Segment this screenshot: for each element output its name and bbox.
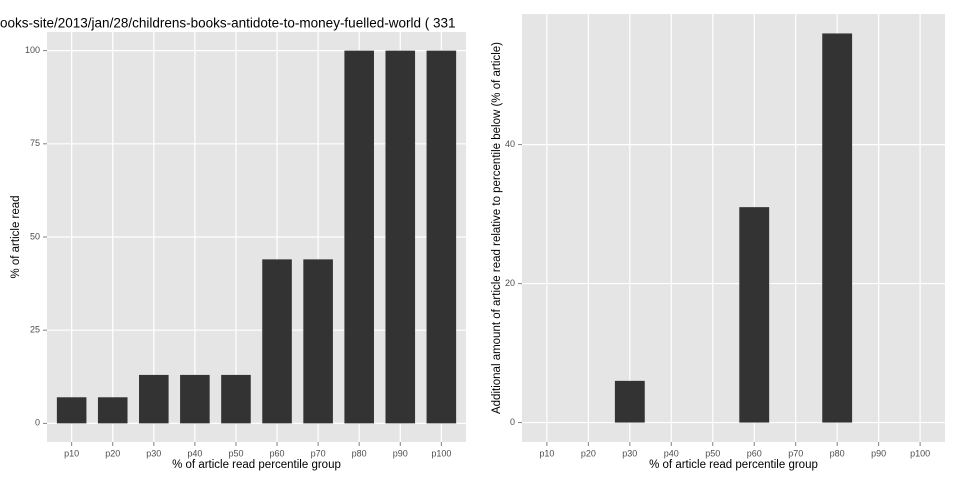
bar: [614, 380, 645, 423]
x-tick-label: p100: [910, 448, 930, 458]
bar: [739, 207, 770, 423]
y-axis-title: % of article read: [10, 195, 22, 278]
y-tick-label: 0: [35, 418, 40, 428]
x-tick-label: p60: [747, 448, 762, 458]
x-tick-label: p50: [705, 448, 720, 458]
x-tick-label: p20: [581, 448, 596, 458]
bar: [822, 33, 853, 423]
x-tick-label: p80: [352, 448, 367, 458]
x-tick-label: p10: [539, 448, 554, 458]
y-tick-label: 25: [30, 325, 40, 335]
y-tick-label: 0: [510, 417, 515, 427]
x-tick-label: p40: [664, 448, 679, 458]
x-tick-label: p70: [311, 448, 326, 458]
panel-background: [522, 14, 945, 442]
chart-title: ooks-site/2013/jan/28/childrens-books-an…: [0, 16, 456, 31]
y-tick-label: 75: [30, 138, 40, 148]
y-tick-label: 100: [25, 45, 40, 55]
bar: [344, 50, 374, 424]
x-axis-title: % of article read percentile group: [649, 459, 818, 471]
x-tick-label: p100: [431, 448, 451, 458]
x-tick-label: p20: [105, 448, 120, 458]
x-tick-label: p80: [830, 448, 845, 458]
x-tick-label: p50: [228, 448, 243, 458]
x-tick-label: p90: [393, 448, 408, 458]
x-axis-title: % of article read percentile group: [172, 459, 341, 471]
bar: [426, 50, 457, 424]
x-tick-label: p30: [622, 448, 637, 458]
x-tick-label: p10: [64, 448, 79, 458]
y-tick-label: 50: [30, 231, 40, 241]
y-tick-label: 40: [505, 139, 515, 149]
x-tick-label: p90: [871, 448, 886, 458]
bar: [262, 259, 292, 424]
x-tick-label: p40: [187, 448, 202, 458]
bar: [180, 374, 210, 424]
bar: [56, 397, 87, 424]
x-tick-label: p30: [146, 448, 161, 458]
bar: [139, 374, 169, 424]
x-tick-label: p60: [270, 448, 285, 458]
bar: [385, 50, 416, 424]
y-axis-title: Additional amount of article read relati…: [491, 42, 503, 414]
x-tick-label: p70: [788, 448, 803, 458]
bar: [221, 374, 251, 424]
y-tick-label: 20: [505, 278, 515, 288]
bar: [97, 397, 128, 424]
bar: [303, 259, 333, 424]
